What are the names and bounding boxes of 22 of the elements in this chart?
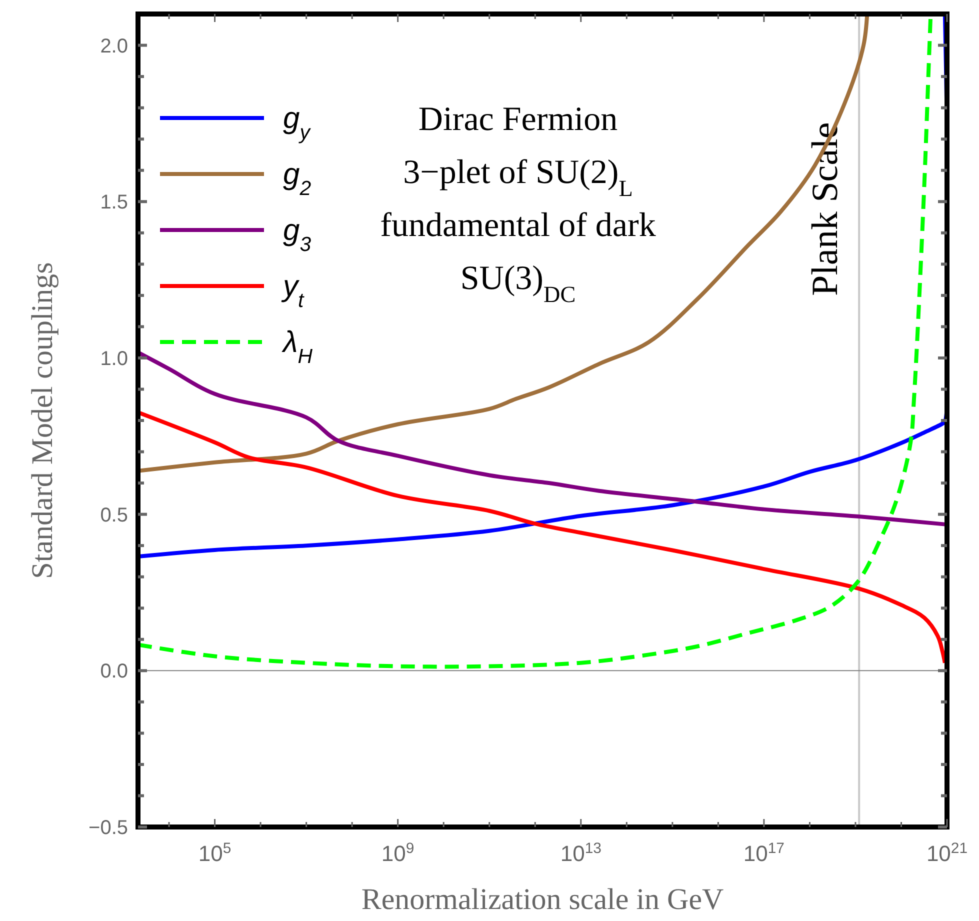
y-tick-label: 1.5 (100, 192, 128, 214)
annotation: 3−plet of SU(2)$_{L}$ (403, 154, 633, 202)
legend-label: g$_{3}$ (283, 214, 312, 256)
y-tick-label: 0.0 (100, 660, 128, 683)
y-tick-label: 1.0 (100, 348, 128, 370)
x-axis-title: Renormalization scale in GeV (361, 883, 724, 916)
legend-label: λ$_{H}$ (281, 326, 313, 368)
x-tick-label: 10$^{9}$ (381, 840, 414, 866)
x-tick-label: 10$^{13}$ (560, 840, 602, 866)
legend-label: g$_{2}$ (283, 158, 312, 200)
x-tick-label: 10$^{21}$ (926, 840, 968, 866)
annotation: fundamental of dark (380, 207, 656, 244)
y-tick-label: 0.5 (100, 504, 128, 526)
y-axis-title: Standard Model couplings (26, 262, 59, 579)
x-tick-label: 10$^{17}$ (743, 840, 785, 866)
annotation: SU(3)$_{DC}$ (460, 260, 576, 308)
legend-label: g$_{y}$ (283, 102, 312, 144)
y-tick-label: 2.0 (100, 35, 128, 58)
x-tick-label: 10$^{5}$ (198, 840, 232, 866)
y-tick-label: −0.5 (88, 817, 128, 839)
legend-label: y$_{t}$ (281, 270, 305, 312)
annotation: Dirac Fermion (418, 101, 618, 138)
